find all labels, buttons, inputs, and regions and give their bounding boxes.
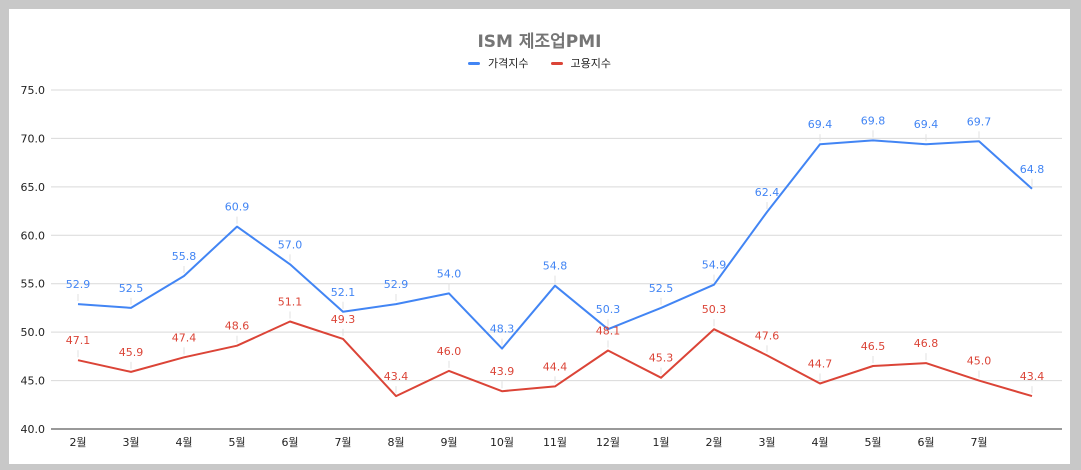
data-label-0-17: 69.7 — [967, 115, 992, 128]
data-label-0-18: 64.8 — [1020, 163, 1045, 176]
data-label-0-9: 54.8 — [543, 260, 568, 273]
x-tick-label-12: 2월 — [705, 436, 722, 449]
x-tick-label-10: 12월 — [596, 436, 620, 449]
data-label-1-12: 50.3 — [702, 303, 727, 316]
data-label-1-2: 47.4 — [172, 331, 197, 344]
y-tick-label-4: 60.0 — [21, 229, 46, 242]
x-tick-label-3: 5월 — [228, 436, 245, 449]
data-label-1-15: 46.5 — [861, 340, 886, 353]
x-tick-label-16: 6월 — [917, 436, 934, 449]
data-label-0-6: 52.9 — [384, 278, 409, 291]
x-tick-label-15: 5월 — [864, 436, 881, 449]
x-tick-label-9: 11월 — [543, 436, 567, 449]
data-label-1-3: 48.6 — [225, 320, 250, 333]
data-label-1-17: 45.0 — [967, 355, 992, 368]
y-tick-label-6: 70.0 — [21, 132, 46, 145]
x-tick-label-1: 3월 — [122, 436, 139, 449]
chart-title: ISM 제조업PMI — [477, 32, 602, 52]
x-tick-label-17: 7월 — [970, 436, 987, 449]
data-label-1-8: 43.9 — [490, 365, 515, 378]
data-label-1-4: 51.1 — [278, 295, 303, 308]
data-label-1-9: 44.4 — [543, 360, 568, 373]
legend-item-employment-index[interactable]: 고용지수 — [550, 55, 611, 71]
data-label-0-4: 57.0 — [278, 238, 303, 251]
legend-swatch-employment-index — [550, 61, 563, 65]
data-label-0-3: 60.9 — [225, 201, 250, 214]
legend[interactable]: 가격지수 고용지수 — [9, 55, 1070, 71]
data-label-1-11: 45.3 — [649, 352, 674, 365]
data-label-1-10: 48.1 — [596, 325, 621, 338]
legend-label-price-index: 가격지수 — [488, 57, 529, 70]
data-label-0-16: 69.4 — [914, 118, 939, 131]
x-tick-label-8: 10월 — [490, 436, 514, 449]
data-label-0-2: 55.8 — [172, 250, 197, 263]
data-label-0-15: 69.8 — [861, 114, 886, 127]
data-label-0-5: 52.1 — [331, 286, 356, 299]
x-tick-label-14: 4월 — [811, 436, 828, 449]
x-tick-label-7: 9월 — [440, 436, 457, 449]
series-line-1 — [77, 320, 1033, 398]
y-tick-label-5: 65.0 — [21, 181, 46, 194]
data-label-0-14: 69.4 — [808, 118, 833, 131]
data-label-0-0: 52.9 — [66, 278, 91, 291]
plot-area: 40.0 45.0 50.0 55.0 60.0 65.0 70.0 75.0 2월 3월 4월 5월… — [21, 84, 1062, 449]
data-label-1-16: 46.8 — [914, 337, 939, 350]
x-tick-label-13: 3월 — [758, 436, 775, 449]
series-line-0 — [77, 139, 1033, 350]
chart-frame: ISM 제조업PMI 가격지수 고용지수 40.0 45.0 50.0 55.0 60.… — [9, 9, 1070, 464]
data-label-1-18: 43.4 — [1020, 370, 1045, 383]
y-tick-label-0: 40.0 — [21, 423, 46, 436]
data-label-1-5: 49.3 — [331, 313, 356, 326]
data-label-1-14: 44.7 — [808, 357, 833, 370]
legend-swatch-price-index — [468, 61, 481, 65]
data-label-0-11: 52.5 — [649, 282, 674, 295]
legend-item-price-index[interactable]: 가격지수 — [468, 55, 529, 71]
data-label-0-10: 50.3 — [596, 303, 621, 316]
y-tick-label-7: 75.0 — [21, 84, 46, 97]
y-tick-label-2: 50.0 — [21, 326, 46, 339]
x-tick-label-4: 6월 — [281, 436, 298, 449]
data-label-1-0: 47.1 — [66, 334, 91, 347]
data-label-1-6: 43.4 — [384, 370, 409, 383]
data-label-0-13: 62.4 — [755, 186, 780, 199]
data-label-0-8: 48.3 — [490, 323, 515, 336]
x-tick-label-6: 8월 — [387, 436, 404, 449]
y-tick-label-1: 45.0 — [21, 375, 46, 388]
data-label-0-1: 52.5 — [119, 282, 144, 295]
data-label-1-1: 45.9 — [119, 346, 144, 359]
x-tick-label-11: 1월 — [652, 436, 669, 449]
y-tick-label-3: 55.0 — [21, 278, 46, 291]
data-label-0-12: 54.9 — [702, 259, 727, 272]
data-label-0-7: 54.0 — [437, 267, 462, 280]
legend-label-employment-index: 고용지수 — [570, 57, 611, 70]
data-label-1-13: 47.6 — [755, 329, 780, 342]
x-tick-label-2: 4월 — [175, 436, 192, 449]
x-tick-label-5: 7월 — [334, 436, 351, 449]
data-label-1-7: 46.0 — [437, 345, 462, 358]
x-tick-label-0: 2월 — [69, 436, 86, 449]
